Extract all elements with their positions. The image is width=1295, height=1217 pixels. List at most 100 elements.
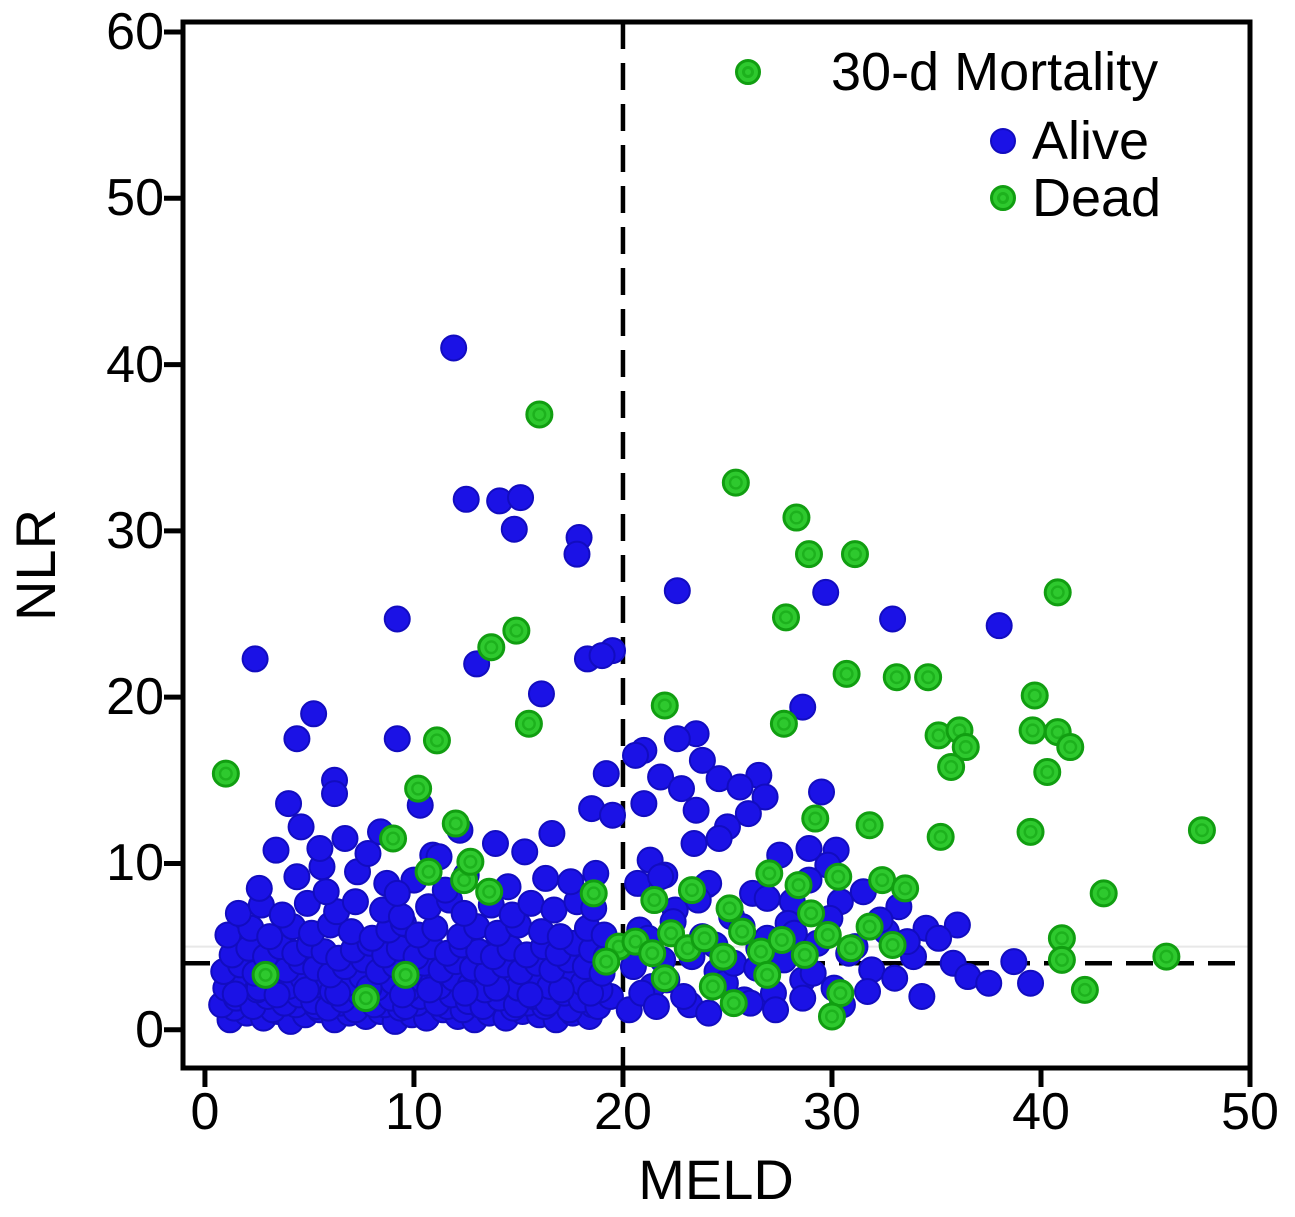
data-point-dead-ring xyxy=(728,475,743,490)
data-point-dead xyxy=(824,862,853,891)
data-point-dead xyxy=(441,809,470,838)
data-point-alive xyxy=(879,605,907,633)
data-point-alive xyxy=(1017,969,1045,997)
data-point-dead xyxy=(769,709,798,738)
data-point-dead xyxy=(728,917,757,946)
data-point-alive xyxy=(450,899,478,927)
data-point-alive xyxy=(808,778,836,806)
data-point-dead-ring xyxy=(776,716,791,731)
data-point-dead xyxy=(771,603,800,632)
data-point-dead-ring xyxy=(628,934,643,949)
data-point-alive xyxy=(789,984,817,1012)
data-point-alive xyxy=(287,813,315,841)
data-point-dead-ring xyxy=(421,864,436,879)
data-point-dead-ring xyxy=(657,971,672,986)
data-point-alive xyxy=(241,645,269,673)
data-point-dead xyxy=(579,879,608,908)
y-tick-label-40: 40 xyxy=(106,335,164,394)
data-point-dead-ring xyxy=(726,996,741,1011)
data-point-alive xyxy=(762,996,790,1024)
data-point-dead-ring xyxy=(532,407,547,422)
data-point-alive xyxy=(663,577,691,605)
data-point-alive xyxy=(975,969,1003,997)
data-point-dead-ring xyxy=(931,728,946,743)
data-point-dead xyxy=(211,759,240,788)
data-point-alive xyxy=(789,693,817,721)
data-point-alive xyxy=(943,911,971,939)
data-point-alive xyxy=(383,605,411,633)
data-point-alive xyxy=(262,836,290,864)
y-tick-label-50: 50 xyxy=(106,169,164,228)
data-point-dead-ring xyxy=(680,941,695,956)
x-tick-label-50: 50 xyxy=(1221,1083,1279,1141)
data-point-dead xyxy=(477,633,506,662)
data-point-dead xyxy=(391,960,420,989)
data-point-alive xyxy=(588,642,616,670)
data-point-dead-ring xyxy=(586,886,601,901)
data-point-dead xyxy=(767,925,796,954)
data-point-dead-ring xyxy=(482,884,497,899)
data-point-dead xyxy=(855,811,884,840)
data-point-alive xyxy=(663,725,691,753)
data-point-alive xyxy=(753,884,781,912)
data-point-dead-ring xyxy=(429,733,444,748)
data-point-dead xyxy=(1152,942,1181,971)
data-point-dead xyxy=(1033,757,1062,786)
data-point-dead-ring xyxy=(1194,823,1209,838)
data-point-alive xyxy=(577,979,605,1007)
data-point-dead-ring xyxy=(386,831,401,846)
data-point-dead xyxy=(926,822,955,851)
data-point-dead xyxy=(1056,733,1085,762)
data-point-alive xyxy=(481,830,509,858)
data-point-alive xyxy=(854,978,882,1006)
data-point-dead xyxy=(650,964,679,993)
y-tick-label-30: 30 xyxy=(106,501,164,560)
data-point-alive xyxy=(507,484,535,512)
data-point-dead-ring xyxy=(933,829,948,844)
data-point-dead-ring xyxy=(697,931,712,946)
data-point-dead-ring xyxy=(463,854,478,869)
data-point-alive xyxy=(300,700,328,728)
data-point-dead-ring xyxy=(1050,585,1065,600)
x-tick-label-20: 20 xyxy=(594,1083,652,1141)
legend-entry-alive: Alive xyxy=(990,114,1149,168)
x-tick-label-0: 0 xyxy=(190,1083,220,1141)
data-point-dead-ring xyxy=(218,766,233,781)
data-point-dead xyxy=(878,930,907,959)
data-point-dead xyxy=(422,726,451,755)
data-point-alive xyxy=(630,790,658,818)
data-point-dead-ring xyxy=(958,740,973,755)
x-axis-label: MELD xyxy=(638,1148,794,1211)
data-point-dead xyxy=(1070,975,1099,1004)
data-point-dead xyxy=(502,616,531,645)
x-tick-label-30: 30 xyxy=(803,1083,861,1141)
data-point-dead-ring xyxy=(847,547,862,562)
data-point-dead-ring xyxy=(944,760,959,775)
data-point-dead xyxy=(721,468,750,497)
data-point-dead-ring xyxy=(898,881,913,896)
data-point-alive xyxy=(647,863,675,891)
data-point-dead xyxy=(698,972,727,1001)
data-point-dead-ring xyxy=(1063,740,1078,755)
plot-border xyxy=(180,19,1253,1071)
data-point-dead-ring xyxy=(862,818,877,833)
data-point-dead-ring xyxy=(1054,931,1069,946)
data-point-dead-ring xyxy=(760,967,775,982)
data-point-alive xyxy=(546,923,574,951)
data-point-dead-ring xyxy=(664,926,679,941)
data-point-alive xyxy=(682,796,710,824)
data-point-alive xyxy=(1000,948,1028,976)
data-point-dead-ring xyxy=(1023,824,1038,839)
data-point-dead xyxy=(882,663,911,692)
data-point-dead-ring xyxy=(509,623,524,638)
data-point-alive xyxy=(985,612,1013,640)
data-point-alive xyxy=(557,868,585,896)
data-point-dead-ring xyxy=(833,986,848,1001)
data-point-alive xyxy=(705,825,733,853)
data-point-dead xyxy=(719,989,748,1018)
data-point-alive xyxy=(688,746,716,774)
data-point-alive xyxy=(221,980,249,1008)
data-point-dead-ring xyxy=(722,901,737,916)
data-point-dead xyxy=(1187,816,1216,845)
